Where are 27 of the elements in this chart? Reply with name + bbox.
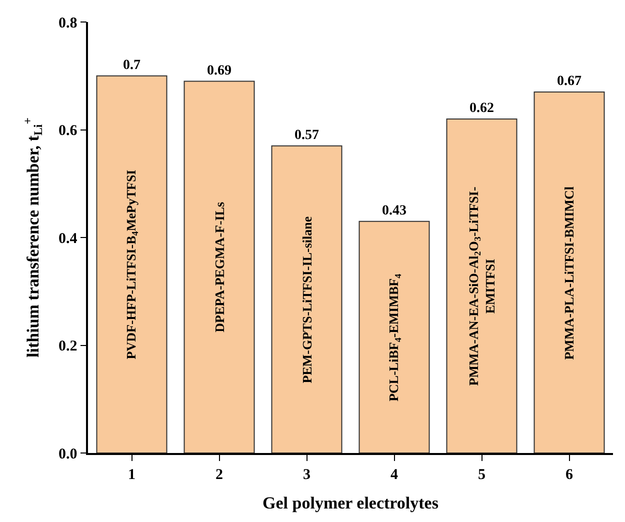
x-tick-label: 5	[478, 466, 486, 483]
y-tick-label: 0.0	[58, 446, 78, 462]
y-tick-label: 0.6	[58, 123, 78, 139]
x-tick-label: 1	[128, 466, 136, 483]
bar	[184, 80, 255, 453]
data-label: 0.57	[294, 128, 319, 143]
data-label: 0.67	[557, 74, 582, 90]
bar	[446, 118, 518, 453]
bar	[534, 92, 605, 453]
data-label: 0.43	[382, 203, 406, 218]
bar	[271, 145, 342, 453]
y-tick-label: 0.2	[58, 338, 78, 354]
x-tick-label: 4	[390, 466, 398, 483]
x-tick-label: 6	[566, 466, 574, 483]
y-tick-label: 0.8	[58, 15, 78, 32]
x-axis-title: Gel polymer electrolytes	[262, 494, 439, 513]
data-label: 0.69	[207, 63, 232, 78]
data-label: 0.62	[470, 100, 494, 116]
annotation: PMMA-PLA-LiTFSI-BMIMCl	[562, 186, 577, 360]
annotation: PEM-GPTS-LiTFSI-IL-silane	[299, 216, 314, 384]
y-tick-label: 0.4	[58, 230, 78, 247]
x-tick-label: 2	[216, 466, 223, 483]
data-label: 0.7	[123, 58, 140, 73]
annotation: DPEPA-PEGMA-F-ILs	[212, 202, 228, 332]
bar	[358, 220, 430, 453]
x-tick-label: 3	[303, 466, 310, 483]
bar	[96, 75, 168, 453]
